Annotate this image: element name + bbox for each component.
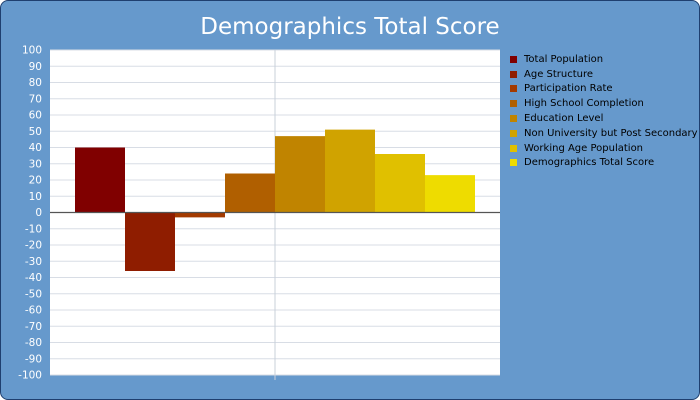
bar-working-age-population	[375, 154, 425, 213]
y-tick-label: 40	[29, 142, 42, 154]
y-tick-label: 100	[22, 45, 42, 57]
y-tick-label: 0	[35, 207, 42, 219]
y-tick-label: 50	[29, 126, 42, 138]
legend-label: Demographics Total Score	[524, 157, 655, 169]
legend-label: Age Structure	[524, 68, 594, 80]
legend-swatch	[510, 55, 517, 63]
legend-swatch	[510, 85, 517, 93]
legend-swatch	[510, 70, 517, 78]
legend-label: Education Level	[524, 113, 604, 125]
y-tick-label: -100	[18, 370, 42, 382]
y-tick-label: -60	[25, 305, 42, 317]
y-tick-label: -20	[25, 240, 42, 252]
legend-item: Working Age Population	[510, 141, 698, 156]
chart-legend: Total Population Age Structure Participati…	[510, 52, 698, 170]
legend-item: Education Level	[510, 111, 698, 126]
chart-title: Demographics Total Score	[200, 14, 500, 40]
y-tick-label: -80	[25, 337, 42, 349]
bar-participation-rate	[175, 212, 225, 218]
y-tick-label: -40	[25, 272, 42, 284]
legend-swatch	[510, 115, 517, 123]
y-tick-label: -30	[25, 256, 42, 268]
legend-swatch	[510, 159, 517, 167]
bar-high-school-completion	[225, 173, 275, 213]
bar-education-level	[275, 136, 325, 213]
y-tick-label: 20	[29, 175, 42, 187]
legend-item: Demographics Total Score	[510, 156, 698, 171]
y-tick-label: 90	[29, 61, 42, 73]
bar-total-population	[75, 147, 125, 213]
y-tick-label: 80	[29, 77, 42, 89]
y-tick-label: 30	[29, 158, 42, 170]
y-tick-label: -90	[25, 353, 42, 365]
legend-swatch	[510, 144, 517, 152]
bar-non-university-but-post-secondary	[325, 129, 375, 213]
y-tick-label: 10	[29, 191, 42, 203]
legend-label: Working Age Population	[524, 142, 644, 154]
legend-label: Total Population	[524, 53, 604, 65]
bar-demographics-total-score	[425, 175, 475, 213]
y-tick-label: -10	[25, 223, 42, 235]
legend-item: Non University but Post Secondary	[510, 126, 698, 141]
legend-item: Participation Rate	[510, 82, 698, 97]
legend-label: High School Completion	[524, 98, 644, 110]
legend-label: Non University but Post Secondary	[524, 127, 698, 139]
y-tick-label: -70	[25, 321, 42, 333]
legend-label: Participation Rate	[524, 83, 613, 95]
y-tick-label: 60	[29, 110, 42, 122]
legend-item: High School Completion	[510, 96, 698, 111]
y-tick-label: -50	[25, 288, 42, 300]
legend-swatch	[510, 100, 517, 108]
bar-age-structure	[125, 212, 175, 271]
legend-swatch	[510, 129, 517, 137]
y-tick-label: 70	[29, 93, 42, 105]
legend-item: Total Population	[510, 52, 698, 67]
legend-item: Age Structure	[510, 67, 698, 82]
